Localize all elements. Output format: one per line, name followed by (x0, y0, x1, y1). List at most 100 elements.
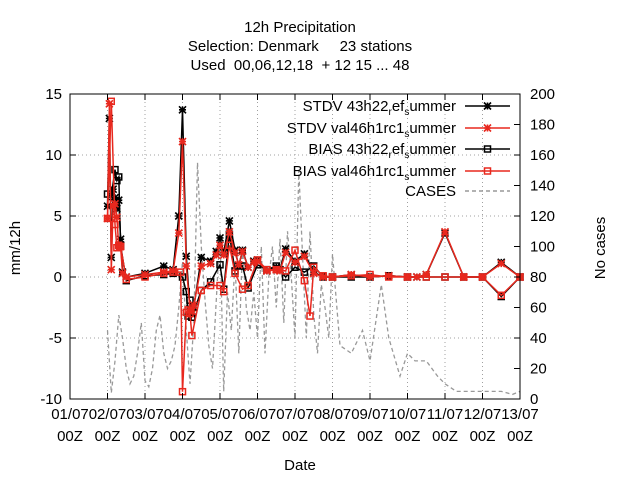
data-point (212, 247, 221, 256)
legend-entry: STDV val46h1rc1summer (287, 120, 510, 140)
legend-label: BIAS 43h22refsummer (308, 141, 456, 161)
data-point (300, 276, 309, 285)
data-point (281, 267, 290, 275)
data-point (178, 105, 187, 114)
x-tick-sublabel: 00Z (470, 428, 496, 445)
x-tick-sublabel: 00Z (132, 428, 158, 445)
data-point (178, 273, 187, 281)
x-tick-sublabel: 00Z (282, 428, 308, 445)
y2-tick-label: 0 (530, 391, 538, 408)
data-point (103, 214, 112, 223)
data-point (253, 256, 262, 264)
data-point (169, 268, 177, 276)
data-point (366, 270, 374, 279)
y2-tick-label: 20 (530, 361, 547, 378)
x-tick-label: 03/07 (126, 406, 164, 423)
data-point (188, 331, 196, 340)
y-tick-label: -5 (49, 330, 62, 347)
data-point (118, 269, 127, 278)
x-tick-label: 11/07 (427, 406, 463, 423)
chart-title-line-2: Selection: Denmark 23 stations (188, 38, 412, 55)
x-tick-sublabel: 00Z (245, 428, 271, 445)
data-point (328, 273, 337, 281)
data-point (160, 269, 168, 278)
data-point (176, 268, 185, 276)
y-tick-label: 0 (54, 269, 62, 286)
data-point (115, 173, 123, 181)
legend-label: STDV val46h1rc1summer (287, 120, 456, 140)
data-point (460, 273, 468, 281)
y2-tick-label: 160 (530, 147, 555, 164)
data-point (115, 241, 123, 250)
y-tick-label: 5 (54, 208, 62, 225)
data-point (216, 261, 224, 269)
x-tick-sublabel: 00Z (207, 428, 233, 445)
data-point (103, 214, 112, 223)
data-point (244, 281, 252, 290)
x-tick-label: 13/07 (501, 406, 539, 423)
y2-tick-label: 140 (530, 178, 555, 195)
data-point (440, 227, 450, 236)
data-point (422, 273, 430, 281)
legend-label: CASES (405, 183, 456, 200)
data-point (441, 273, 449, 281)
data-point (319, 272, 328, 282)
data-point (244, 263, 253, 272)
legend-marker (483, 167, 492, 175)
x-tick-label: 02/07 (89, 406, 127, 423)
series-layer (103, 97, 525, 396)
chart-title-line-3: Used 00,06,12,18 + 12 15 ... 48 (191, 57, 410, 74)
data-point (141, 273, 149, 281)
series-stdv-43h22-ref-summer (103, 105, 525, 318)
x-tick-label: 01/07 (51, 406, 89, 423)
x-tick-sublabel: 00Z (320, 428, 346, 445)
y2-tick-label: 60 (530, 300, 547, 317)
data-point (225, 241, 234, 250)
data-point (300, 252, 309, 261)
legend-entry: STDV 43h22refsummer (303, 98, 510, 118)
data-point (384, 271, 393, 280)
y2-tick-label: 180 (530, 117, 555, 134)
y2-axis-label: No cases (592, 217, 609, 280)
data-point (219, 250, 228, 260)
chart-title: 12h Precipitation Selection: Denmark 23 … (188, 19, 412, 74)
data-point (197, 253, 206, 262)
data-point (306, 312, 314, 320)
y2-tick-label: 40 (530, 330, 547, 347)
data-point (178, 137, 187, 146)
data-point (290, 258, 300, 267)
legend-marker (483, 145, 492, 153)
data-point (291, 246, 299, 254)
data-point (215, 241, 225, 250)
axes: 01/07 00Z 02/07 00Z 03/07 00Z 04/07 00Z 05/07 00Z… (40, 86, 555, 445)
data-point (197, 286, 205, 295)
data-point (497, 291, 505, 300)
series-cases (106, 162, 521, 396)
series-line (106, 162, 521, 396)
x-tick-sublabel: 00Z (57, 428, 83, 445)
series-line (107, 169, 521, 318)
legend-entry: BIAS val46h1rc1summer (293, 163, 510, 183)
y2-tick-label: 100 (530, 239, 555, 256)
legend-entry: BIAS 43h22refsummer (308, 141, 510, 161)
data-point (281, 248, 290, 257)
data-point (347, 270, 356, 279)
data-point (262, 266, 271, 275)
data-point (319, 272, 327, 280)
x-tick-sublabel: 00Z (357, 428, 383, 445)
y-tick-label: -10 (40, 391, 62, 408)
data-point (182, 287, 190, 296)
data-point (403, 273, 412, 281)
y2-tick-label: 120 (530, 208, 555, 225)
data-point (111, 165, 119, 174)
data-point (159, 268, 168, 277)
x-tick-sublabel: 00Z (95, 428, 121, 445)
data-point (107, 97, 115, 106)
legend-marker (483, 101, 492, 111)
x-tick-label: 10/07 (389, 406, 427, 423)
data-point (112, 213, 121, 222)
x-axis-label: Date (284, 457, 316, 474)
data-point (112, 204, 121, 213)
data-point (206, 281, 215, 290)
data-point (174, 229, 183, 238)
